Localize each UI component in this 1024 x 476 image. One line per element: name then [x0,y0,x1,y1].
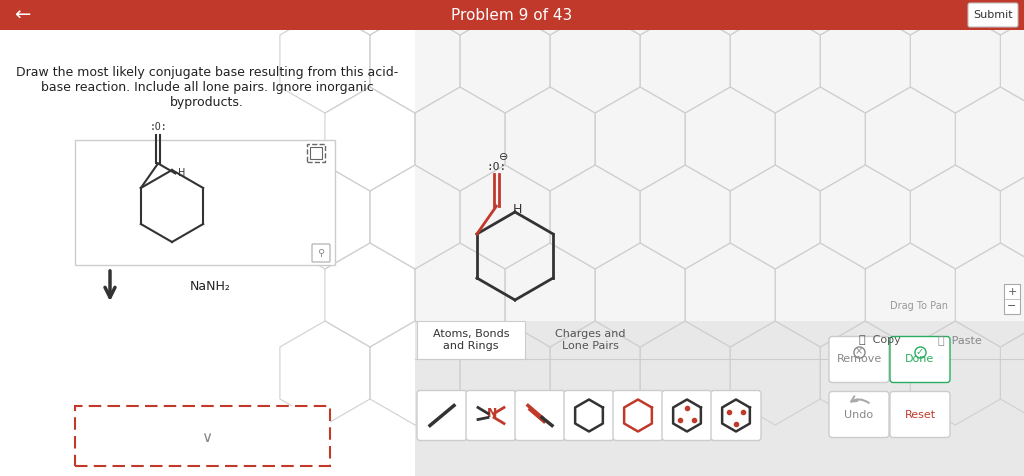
FancyBboxPatch shape [312,244,330,262]
Text: Atoms, Bonds
and Rings: Atoms, Bonds and Rings [433,329,509,351]
Text: :O:: :O: [150,122,167,132]
Bar [75,140,335,265]
Text: −: − [1008,301,1017,311]
FancyBboxPatch shape [890,337,950,383]
FancyBboxPatch shape [829,391,889,437]
Text: Done: Done [905,355,935,365]
Bar [0,0,1024,30]
Text: ⚲: ⚲ [317,248,325,258]
Text: Drag To Pan: Drag To Pan [890,301,948,311]
Text: 📋  Paste: 📋 Paste [938,335,982,345]
Bar [415,30,1024,321]
FancyBboxPatch shape [662,390,712,440]
Text: +: + [1008,287,1017,297]
FancyBboxPatch shape [890,391,950,437]
Bar [417,321,525,359]
Text: Undo: Undo [845,409,873,419]
Text: 📋  Copy: 📋 Copy [859,335,901,345]
Text: NaNH₂: NaNH₂ [189,279,230,292]
FancyBboxPatch shape [417,390,467,440]
FancyBboxPatch shape [515,390,565,440]
Text: Draw the most likely conjugate base resulting from this acid-
base reaction. Inc: Draw the most likely conjugate base resu… [16,66,398,109]
FancyBboxPatch shape [466,390,516,440]
FancyBboxPatch shape [613,390,663,440]
Text: N: N [486,407,498,420]
Text: :O:: :O: [486,162,507,172]
Text: H: H [178,169,185,178]
Text: ⊖: ⊖ [499,152,508,162]
Text: Submit: Submit [973,10,1013,20]
Text: H: H [512,203,522,216]
FancyBboxPatch shape [968,3,1018,27]
FancyBboxPatch shape [564,390,614,440]
Bar [310,147,322,159]
Text: Charges and
Lone Pairs: Charges and Lone Pairs [555,329,626,351]
FancyBboxPatch shape [829,337,889,383]
Text: Reset: Reset [904,409,936,419]
Text: Remove: Remove [837,355,882,365]
Bar [415,321,1024,476]
FancyBboxPatch shape [711,390,761,440]
Bar [75,406,330,466]
Text: ✓: ✓ [915,347,924,357]
Text: ×: × [855,347,863,357]
Text: ∨: ∨ [202,430,213,446]
Text: Problem 9 of 43: Problem 9 of 43 [452,8,572,22]
Bar [0,30,415,476]
Bar [307,144,325,162]
FancyBboxPatch shape [1004,284,1020,314]
Text: ←: ← [13,6,30,24]
